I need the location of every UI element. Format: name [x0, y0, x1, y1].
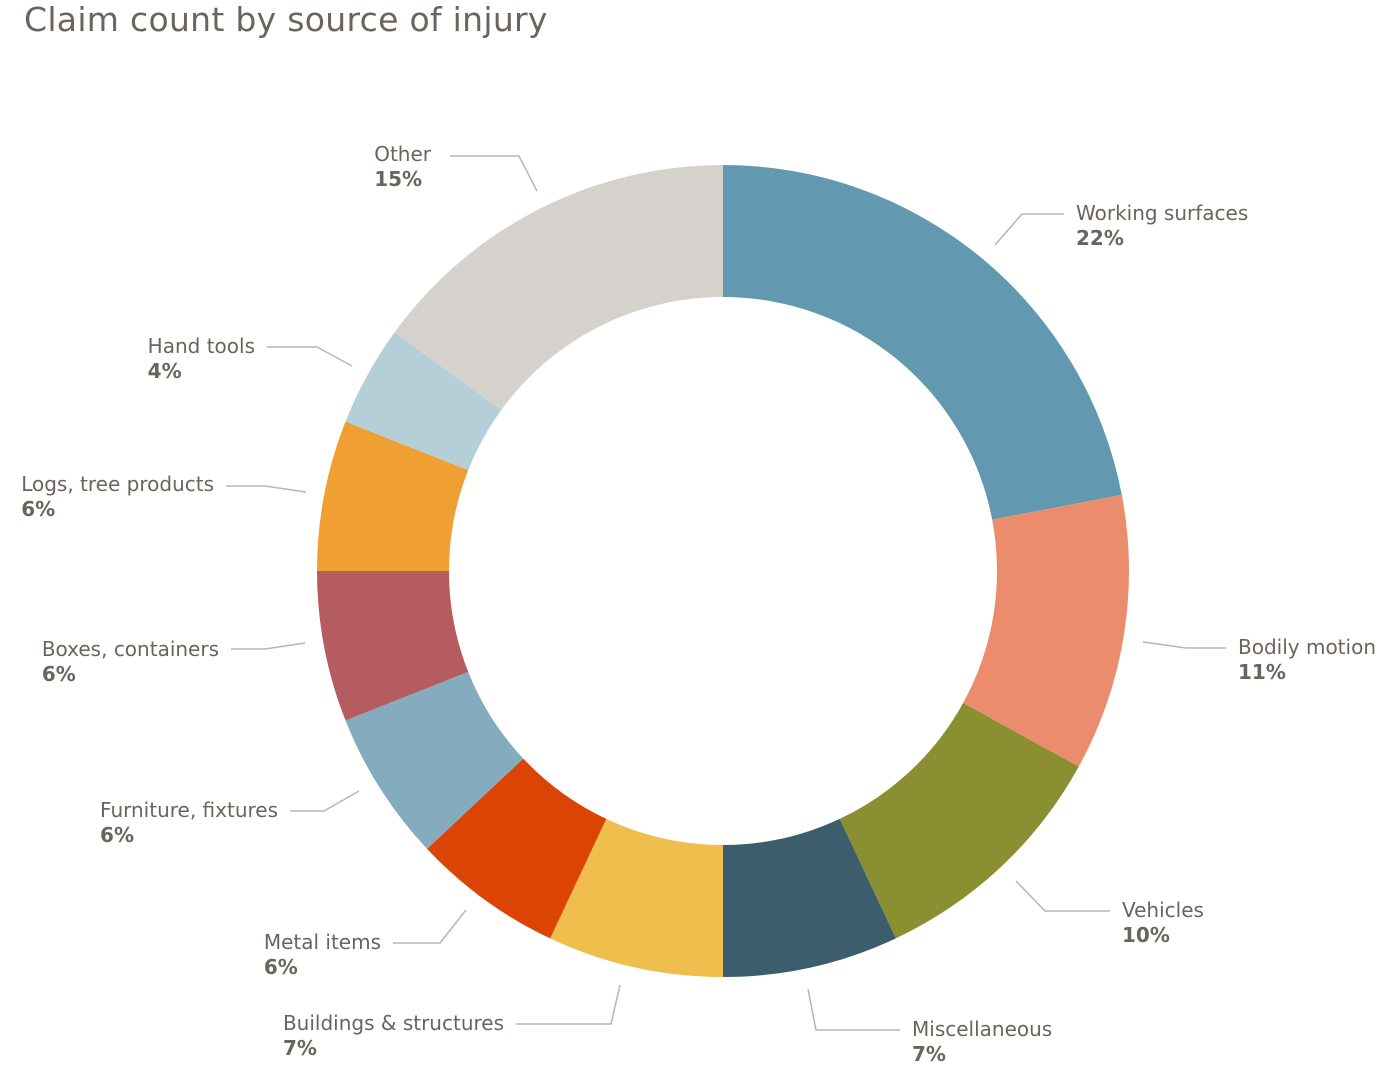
slice-label: Hand tools: [148, 334, 255, 358]
slice-label: Metal items: [264, 930, 381, 954]
leader-lines: [226, 155, 1226, 1031]
slice-buildings-structures: [550, 818, 723, 977]
leader-line: [226, 485, 307, 493]
slice-boxes-containers: [317, 571, 469, 721]
slice-bodily-motion: [963, 494, 1129, 767]
slice-label: Working surfaces: [1076, 201, 1248, 225]
leader-line: [290, 790, 360, 812]
chart-title: Claim count by source of injury: [24, 0, 548, 39]
slice-label: Miscellaneous: [912, 1017, 1052, 1041]
slice-percent-label: 15%: [374, 167, 422, 191]
slice-label: Boxes, containers: [42, 637, 219, 661]
slice-percent-label: 22%: [1076, 226, 1124, 250]
slice-percent-label: 7%: [283, 1036, 317, 1060]
slice-logs-tree-products: [317, 421, 469, 571]
leader-line: [516, 984, 621, 1025]
leader-line: [450, 155, 538, 192]
leader-line: [267, 346, 353, 367]
leader-line: [807, 988, 900, 1031]
slice-percent-label: 6%: [100, 823, 134, 847]
slice-percent-label: 11%: [1238, 660, 1286, 684]
slice-percent-label: 6%: [264, 955, 298, 979]
slice-percent-label: 6%: [42, 662, 76, 686]
slice-percent-label: 7%: [912, 1042, 946, 1066]
slice-label: Buildings & structures: [283, 1011, 504, 1035]
slice-percent-label: 10%: [1122, 923, 1170, 947]
slice-label: Bodily motion: [1238, 635, 1376, 659]
leader-line: [1015, 880, 1110, 912]
slice-percent-label: 6%: [21, 497, 55, 521]
slice-hand-tools: [345, 332, 502, 471]
slice-label: Furniture, fixtures: [100, 798, 278, 822]
slice-label: Logs, tree products: [21, 472, 214, 496]
leader-line: [231, 642, 306, 650]
leader-line: [393, 909, 467, 944]
leader-line: [994, 213, 1064, 246]
slice-vehicles: [839, 703, 1079, 939]
slice-percent-label: 4%: [148, 359, 182, 383]
slice-label: Other: [374, 142, 432, 166]
slice-working-surfaces: [723, 165, 1122, 520]
slice-furniture-fixtures: [345, 671, 524, 849]
leader-line: [1142, 641, 1226, 649]
slice-miscellaneous: [723, 818, 896, 977]
donut-slices: [317, 164, 1129, 977]
slice-metal-items: [427, 758, 607, 939]
slice-label: Vehicles: [1122, 898, 1204, 922]
slice-other: [394, 164, 723, 410]
